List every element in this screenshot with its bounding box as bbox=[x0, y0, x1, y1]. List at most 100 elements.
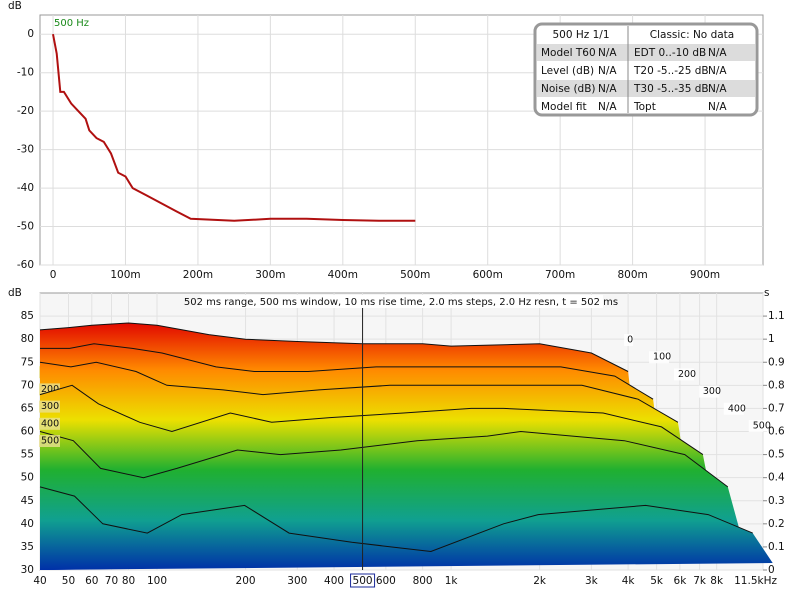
slice bbox=[40, 343, 654, 400]
axis-label: dB bbox=[8, 287, 22, 299]
decay-line bbox=[52, 34, 416, 222]
y2-tick-label: 0.6 bbox=[768, 426, 785, 438]
x-tick-label: 300 bbox=[287, 575, 307, 587]
x-tick-label: 800 bbox=[413, 575, 433, 587]
table-cell: Level (dB) bbox=[541, 65, 594, 77]
y2-axis-label: s bbox=[764, 287, 769, 299]
x-tick-label: 11.5kHz bbox=[734, 575, 777, 587]
y-tick-label: -10 bbox=[17, 67, 34, 79]
y-tick-label: 65 bbox=[21, 402, 34, 414]
x-tick-label: 800m bbox=[617, 269, 647, 281]
x-tick-label: 1k bbox=[445, 575, 459, 587]
slice-label: 500 bbox=[41, 436, 59, 447]
table-cell: N/A bbox=[708, 47, 727, 59]
table-cell: N/A bbox=[708, 101, 727, 113]
y2-tick-label: 0 bbox=[768, 564, 775, 576]
x-tick-label: 700m bbox=[545, 269, 575, 281]
y2-tick-label: 1 bbox=[768, 333, 775, 345]
y-tick-label: 30 bbox=[21, 564, 34, 576]
slice-label-bg bbox=[748, 420, 769, 432]
band-label: 500 Hz bbox=[54, 18, 89, 29]
x-tick-label: 400m bbox=[328, 269, 358, 281]
y-tick-label: -50 bbox=[17, 221, 34, 233]
y-tick-label: 35 bbox=[21, 541, 34, 553]
slice-label: 0 bbox=[627, 335, 633, 346]
table-cell: N/A bbox=[708, 65, 727, 77]
table-cell: Model fit bbox=[541, 101, 587, 113]
slice-label: 300 bbox=[41, 401, 59, 412]
slice bbox=[39, 322, 629, 372]
y-tick-label: 60 bbox=[21, 426, 34, 438]
y-tick-label: 80 bbox=[21, 333, 34, 345]
table-cell: N/A bbox=[598, 101, 617, 113]
x-tick-label: 7k bbox=[693, 575, 707, 587]
slice-fill bbox=[40, 486, 773, 570]
table-cell: N/A bbox=[598, 47, 617, 59]
slice-label-bg bbox=[723, 402, 744, 415]
slice-label-bg bbox=[39, 435, 60, 447]
slice-label-bg bbox=[673, 368, 694, 381]
y-tick-label: 55 bbox=[21, 449, 34, 461]
x-tick-label: 60 bbox=[85, 575, 98, 587]
table-cell: EDT 0..-10 dB bbox=[634, 47, 706, 59]
x-tick-label: 4k bbox=[622, 575, 636, 587]
y2-tick-label: 1.1 bbox=[768, 310, 785, 322]
table-cell: N/A bbox=[708, 83, 727, 95]
slice-label-bg bbox=[649, 351, 670, 364]
slice-label-bg bbox=[698, 385, 719, 398]
slice bbox=[39, 430, 729, 488]
x-tick-label: 6k bbox=[674, 575, 688, 587]
x-tick-label: 300m bbox=[255, 269, 285, 281]
x-tick-label: 5k bbox=[650, 575, 664, 587]
x-tick-label: 500 bbox=[353, 575, 373, 587]
slice-label-bg bbox=[624, 334, 634, 346]
subtitle-bg bbox=[200, 295, 603, 308]
table-row-bg bbox=[537, 44, 755, 61]
table-header: Classic: No data bbox=[650, 29, 734, 41]
x-tick-label: 200 bbox=[236, 575, 256, 587]
x-tick-label: 400 bbox=[324, 575, 344, 587]
x-tick-label: 500m bbox=[400, 269, 430, 281]
y-tick-label: -20 bbox=[17, 105, 34, 117]
y2-tick-label: 0.5 bbox=[768, 449, 785, 461]
slice-label-bg bbox=[39, 400, 60, 413]
table-row-bg bbox=[537, 80, 755, 97]
cursor-box bbox=[350, 573, 376, 588]
x-tick-label: 100m bbox=[110, 269, 140, 281]
slice-label: 400 bbox=[728, 403, 746, 414]
x-tick-label: 3k bbox=[585, 575, 599, 587]
y-tick-label: 0 bbox=[27, 28, 34, 40]
x-tick-label: 100 bbox=[147, 575, 167, 587]
x-tick-label: 900m bbox=[690, 269, 720, 281]
slice-label: 300 bbox=[703, 386, 721, 397]
y-tick-label: 50 bbox=[21, 472, 34, 484]
y-tick-label: 85 bbox=[21, 310, 34, 322]
y2-tick-label: 0.3 bbox=[768, 495, 785, 507]
y-tick-label: 70 bbox=[21, 379, 34, 391]
table-cell: T20 -5..-25 dB bbox=[633, 65, 709, 77]
slice-label: 500 bbox=[753, 421, 771, 432]
y-tick-label: -30 bbox=[17, 144, 34, 156]
y2-tick-label: 0.7 bbox=[768, 402, 785, 414]
slice bbox=[39, 486, 753, 553]
x-tick-label: 40 bbox=[33, 575, 46, 587]
y2-tick-label: 0.9 bbox=[768, 356, 785, 368]
y2-tick-label: 0.8 bbox=[768, 379, 785, 391]
subtitle: 502 ms range, 500 ms window, 10 ms rise … bbox=[184, 297, 618, 308]
table-cell: N/A bbox=[598, 65, 617, 77]
y-tick-label: 40 bbox=[21, 518, 34, 530]
axis-label: dB bbox=[8, 0, 22, 12]
table-header: 500 Hz 1/1 bbox=[552, 29, 609, 41]
x-tick-label: 80 bbox=[122, 575, 135, 587]
x-tick-label: 8k bbox=[710, 575, 724, 587]
x-tick-label: 2k bbox=[533, 575, 547, 587]
x-tick-label: 600m bbox=[473, 269, 503, 281]
slice bbox=[39, 361, 679, 423]
slice-label: 200 bbox=[678, 369, 696, 380]
y-tick-label: 45 bbox=[21, 495, 34, 507]
y-tick-label: 75 bbox=[21, 356, 34, 368]
x-tick-label: 50 bbox=[62, 575, 75, 587]
table-cell: T30 -5..-35 dB bbox=[633, 83, 709, 95]
y2-tick-label: 0.4 bbox=[768, 472, 785, 484]
